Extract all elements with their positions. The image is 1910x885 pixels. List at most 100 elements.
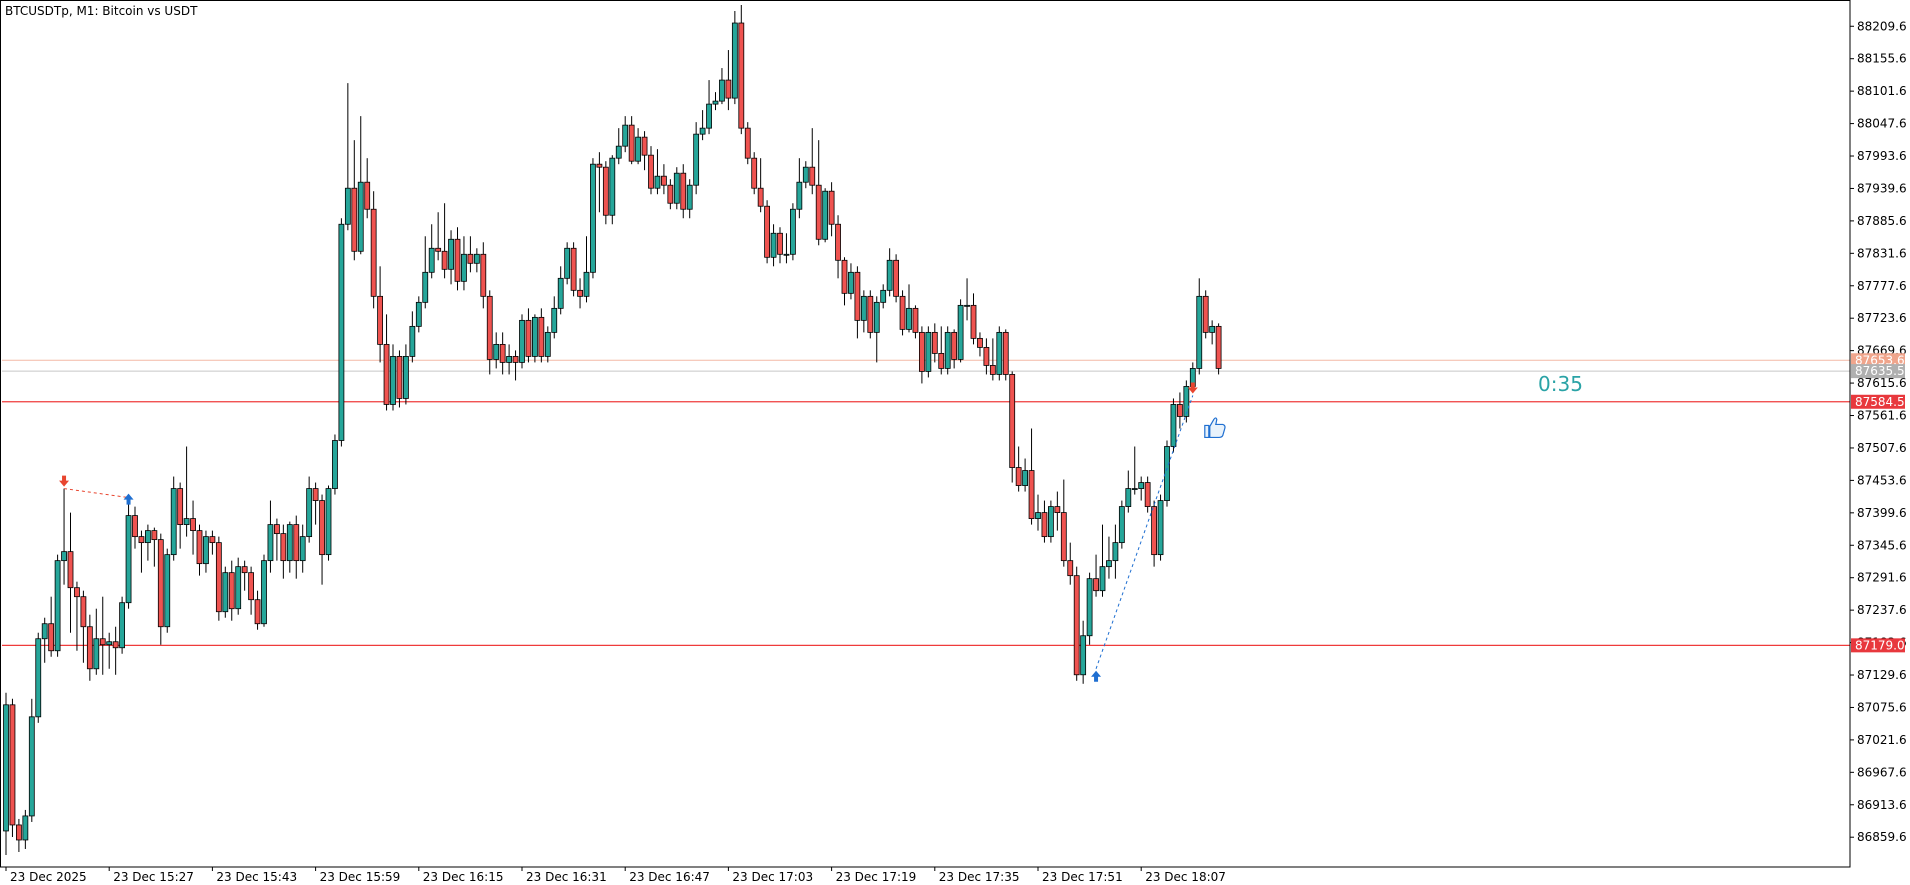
candle-body bbox=[377, 295, 384, 345]
candle bbox=[809, 128, 816, 195]
time-tick-label: 23 Dec 15:43 bbox=[216, 870, 297, 884]
candle-body bbox=[164, 554, 171, 628]
candle bbox=[815, 140, 822, 246]
candle bbox=[454, 227, 461, 291]
candle-body bbox=[925, 331, 932, 372]
ask-price-tag-label: 87653.6 bbox=[1855, 353, 1905, 367]
candle bbox=[441, 203, 448, 279]
candle bbox=[577, 278, 583, 309]
candle bbox=[196, 524, 203, 576]
candle-body bbox=[1170, 404, 1177, 447]
candle-body bbox=[499, 343, 506, 363]
candle bbox=[1093, 554, 1099, 597]
candle bbox=[54, 554, 61, 657]
candle-body bbox=[1080, 635, 1087, 676]
candle-body bbox=[1125, 488, 1132, 507]
candle-body bbox=[67, 551, 74, 589]
candle bbox=[93, 608, 100, 675]
thumbs-up-icon bbox=[1204, 417, 1226, 439]
candle-body bbox=[332, 440, 338, 489]
candle bbox=[286, 521, 293, 573]
candle-body bbox=[519, 319, 525, 363]
symbol-title: BTCUSDTp, M1: Bitcoin vs USDT bbox=[5, 4, 198, 18]
candle bbox=[299, 524, 306, 573]
candle-body bbox=[312, 488, 319, 501]
candle bbox=[1215, 323, 1222, 375]
candle-body bbox=[757, 187, 764, 207]
candle-body bbox=[222, 572, 229, 613]
candle bbox=[751, 152, 758, 195]
price-tick-label: 87831.6 bbox=[1857, 246, 1907, 260]
candle bbox=[1080, 620, 1087, 684]
candle-body bbox=[602, 166, 609, 216]
candle bbox=[1060, 479, 1067, 567]
candle-body bbox=[486, 295, 493, 360]
candle bbox=[422, 236, 429, 309]
candle-body bbox=[822, 190, 829, 240]
candle bbox=[731, 11, 738, 105]
candle bbox=[119, 596, 125, 654]
candle bbox=[686, 179, 693, 219]
candle bbox=[777, 227, 783, 264]
candle-body bbox=[1009, 374, 1016, 468]
candle-body bbox=[686, 184, 693, 210]
candle-body bbox=[1183, 386, 1190, 417]
candle bbox=[931, 323, 938, 363]
candle bbox=[1151, 500, 1157, 567]
candle bbox=[293, 515, 300, 579]
price-tick-label: 87507.6 bbox=[1857, 441, 1907, 455]
candle-body bbox=[473, 253, 480, 264]
candle-body bbox=[467, 253, 474, 264]
candle bbox=[725, 50, 732, 111]
candle-body bbox=[970, 304, 977, 339]
candle bbox=[261, 554, 267, 627]
candle bbox=[222, 566, 229, 618]
candle-body bbox=[273, 524, 280, 535]
candle-body bbox=[557, 277, 564, 309]
candle bbox=[209, 530, 216, 555]
candle-body bbox=[731, 22, 738, 99]
candle bbox=[357, 116, 364, 255]
candle-body bbox=[1067, 560, 1074, 577]
thumbs-up-shape bbox=[1204, 417, 1226, 439]
candle-body bbox=[351, 187, 358, 252]
candle bbox=[880, 284, 887, 309]
candle-body bbox=[1086, 578, 1093, 637]
candle-body bbox=[261, 560, 267, 625]
candle bbox=[306, 476, 313, 543]
candle-body bbox=[564, 247, 571, 279]
candle bbox=[235, 557, 242, 615]
candle bbox=[1164, 440, 1170, 507]
candle bbox=[848, 263, 854, 300]
candle-body bbox=[938, 353, 945, 369]
candle-body bbox=[383, 343, 390, 405]
candle-body bbox=[1093, 578, 1099, 592]
candle bbox=[448, 230, 454, 285]
candle-body bbox=[9, 704, 16, 826]
candle bbox=[551, 296, 558, 339]
candle bbox=[1196, 278, 1203, 375]
candle-body bbox=[132, 515, 138, 538]
candle bbox=[1054, 491, 1061, 531]
candle-body bbox=[1112, 542, 1119, 562]
candle-body bbox=[532, 316, 538, 357]
candle bbox=[661, 164, 667, 195]
candle-body bbox=[551, 307, 558, 333]
candle-body bbox=[809, 166, 816, 186]
time-tick-label: 23 Dec 2025 bbox=[10, 870, 87, 884]
candle bbox=[473, 248, 480, 273]
candle-body bbox=[80, 596, 87, 628]
candle bbox=[783, 233, 790, 264]
candle bbox=[564, 242, 571, 285]
candle bbox=[177, 482, 184, 549]
price-tick-label: 87345.6 bbox=[1857, 538, 1907, 552]
candle-body bbox=[151, 530, 158, 541]
candle-body bbox=[338, 223, 345, 441]
candle-body bbox=[306, 488, 313, 538]
candle-body bbox=[1073, 575, 1080, 676]
candle bbox=[602, 161, 609, 225]
candle-body bbox=[396, 356, 403, 399]
candle bbox=[699, 110, 706, 141]
